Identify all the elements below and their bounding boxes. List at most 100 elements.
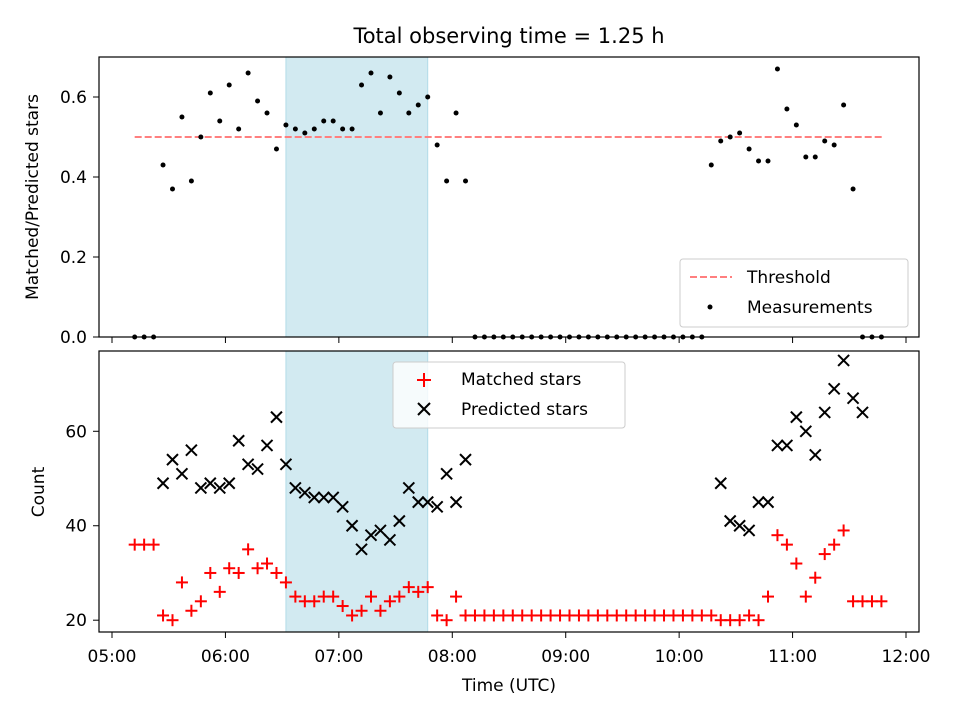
measurement-point — [737, 130, 743, 136]
matched-star-point — [780, 538, 793, 551]
predicted-star-point — [213, 481, 226, 495]
measurement-point — [746, 146, 752, 152]
predicted-star-point — [166, 453, 179, 466]
measurement-point — [784, 106, 790, 112]
measurement-point — [727, 134, 733, 140]
predicted-star-point — [723, 514, 737, 528]
measurement-point — [718, 138, 724, 144]
matched-star-point — [828, 538, 841, 551]
x-tick-label: 05:00 — [88, 647, 137, 667]
predicted-star-point — [185, 443, 198, 457]
predicted-star-point — [818, 406, 831, 419]
predicted-star-point — [856, 406, 869, 419]
count-panel: 20 40 60 05:00 06:00 07:00 08:00 09:00 10:00 11:0… — [29, 350, 931, 696]
predicted-star-point — [364, 528, 378, 542]
observing-window-shade — [285, 56, 429, 338]
measurement-point — [198, 134, 204, 140]
predicted-star-point — [459, 453, 472, 466]
measurement-point — [226, 82, 232, 88]
measurement-point — [311, 126, 317, 132]
ratio-y-tick-label: 0.2 — [60, 248, 87, 268]
figure-title: Total observing time = 1.25 h — [352, 24, 664, 48]
predicted-star-point — [251, 462, 264, 476]
measurement-point — [264, 110, 270, 116]
x-axis-label: Time (UTC) — [461, 676, 556, 696]
matched-star-point — [440, 614, 453, 627]
measurement-point — [188, 178, 194, 184]
legend-threshold-label: Threshold — [746, 268, 831, 288]
legend-measurements-swatch — [707, 304, 713, 310]
x-tick-label: 12:00 — [882, 647, 931, 667]
measurement-point — [368, 70, 374, 76]
matched-star-point — [743, 609, 756, 622]
matched-star-point — [232, 566, 245, 579]
count-y-tick-label: 40 — [65, 517, 87, 537]
predicted-star-point — [175, 467, 189, 480]
predicted-star-point — [799, 425, 813, 438]
measurement-point — [283, 122, 289, 128]
ratio-legend-box — [679, 258, 909, 328]
count-y-tick-label: 20 — [65, 611, 87, 631]
predicted-star-point — [742, 524, 756, 537]
measurement-point — [841, 102, 847, 108]
matched-star-point — [705, 609, 718, 622]
matched-star-point — [185, 604, 198, 617]
matched-star-point — [270, 566, 283, 579]
predicted-star-point — [790, 410, 803, 424]
matched-star-point — [761, 590, 774, 603]
predicted-star-point — [430, 500, 444, 514]
x-tick-label: 06:00 — [201, 647, 250, 667]
measurement-point — [207, 90, 213, 96]
measurement-point — [387, 74, 393, 80]
matched-star-point — [771, 529, 784, 542]
predicted-star-point — [714, 477, 727, 490]
measurement-point — [463, 178, 469, 184]
matched-star-point — [251, 562, 264, 575]
predicted-star-point — [421, 495, 434, 509]
measurement-point — [822, 138, 828, 144]
matched-star-point — [242, 543, 255, 556]
measurement-point — [831, 142, 837, 148]
measurement-point — [359, 82, 365, 88]
predicted-star-point — [374, 524, 387, 537]
x-tick-label: 08:00 — [428, 647, 477, 667]
ratio-panel: 0.0 0.2 0.4 0.6 Matched/Predicted stars Thr… — [23, 56, 920, 348]
predicted-star-point — [345, 519, 359, 532]
x-tick-label: 11:00 — [768, 647, 817, 667]
matched-star-point — [364, 590, 377, 603]
ratio-y-tick-label: 0.6 — [60, 88, 87, 108]
measurement-point — [349, 126, 355, 132]
predicted-star-point — [761, 495, 775, 509]
matched-star-point — [450, 590, 463, 603]
matched-star-point — [752, 614, 765, 627]
matched-star-point — [327, 590, 340, 603]
matched-star-point — [346, 609, 359, 622]
measurement-point — [803, 154, 809, 160]
x-tick-label: 09:00 — [541, 647, 590, 667]
predicted-star-point — [771, 439, 784, 452]
predicted-star-point — [317, 491, 330, 504]
measurement-point — [765, 158, 771, 164]
measurement-point — [302, 130, 308, 136]
measurement-point — [425, 94, 431, 100]
predicted-star-point — [412, 495, 425, 509]
predicted-star-point — [204, 477, 217, 490]
predicted-star-point — [809, 448, 822, 462]
matched-star-point — [289, 590, 302, 603]
predicted-star-point — [223, 477, 236, 490]
matched-star-point — [204, 566, 217, 579]
matched-star-point — [818, 548, 831, 561]
measurement-point — [273, 146, 279, 152]
matched-star-point — [733, 614, 746, 627]
measurement-point — [236, 126, 242, 132]
count-y-axis-label: Count — [29, 466, 49, 517]
legend-matched-swatch — [417, 373, 431, 387]
predicted-star-point — [827, 382, 841, 395]
legend-predicted-swatch — [417, 402, 431, 416]
predicted-star-point — [260, 439, 274, 452]
measurement-point — [340, 126, 346, 132]
legend-measurements-label: Measurements — [747, 298, 873, 318]
predicted-star-point — [336, 500, 349, 514]
legend-matched-label: Matched stars — [461, 370, 581, 390]
